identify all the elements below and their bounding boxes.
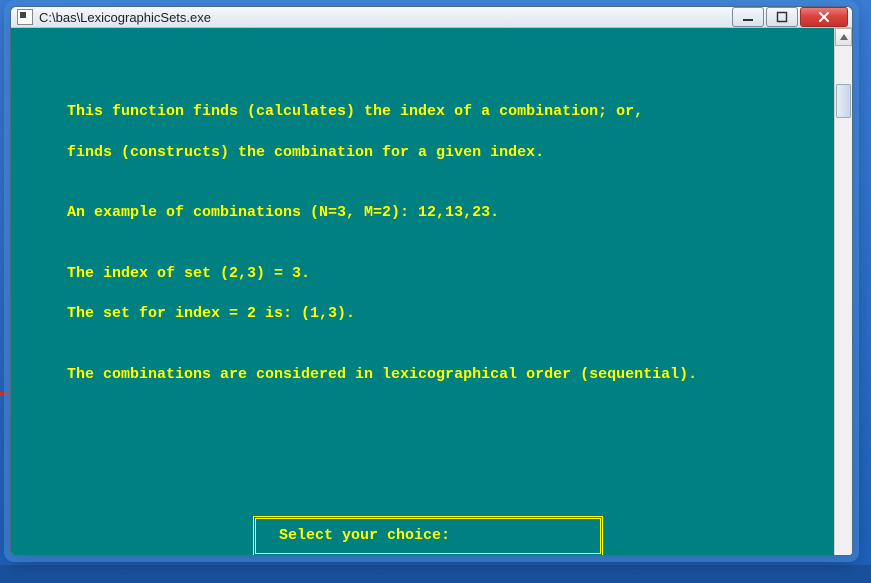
menu-header: Select your choice: [253,516,603,556]
console-output: This function finds (calculates) the ind… [11,28,834,556]
window-title: C:\bas\LexicographicSets.exe [39,10,730,25]
scroll-up-button[interactable] [835,28,852,46]
taskbar-shadow [0,565,871,583]
minimize-button[interactable] [732,7,764,27]
close-button[interactable] [800,7,848,27]
console-line: The index of set (2,3) = 3. [67,264,828,284]
vertical-scrollbar[interactable] [834,28,852,556]
menu-box: Select your choice: <1> Find Index Of Co… [253,476,603,557]
console-area: This function finds (calculates) the ind… [11,28,852,556]
console-line: The combinations are considered in lexic… [67,365,828,385]
console-line: finds (constructs) the combination for a… [67,143,828,163]
console-line: An example of combinations (N=3, M=2): 1… [67,203,828,223]
scroll-thumb[interactable] [836,84,851,118]
console-window: C:\bas\LexicographicSets.exe This functi… [10,6,853,556]
console-line: This function finds (calculates) the ind… [67,102,828,122]
console-line: The set for index = 2 is: (1,3). [67,304,828,324]
scroll-track[interactable] [835,46,852,556]
app-icon [17,9,33,25]
maximize-button[interactable] [766,7,798,27]
titlebar[interactable]: C:\bas\LexicographicSets.exe [11,7,852,28]
window-controls [730,7,848,27]
